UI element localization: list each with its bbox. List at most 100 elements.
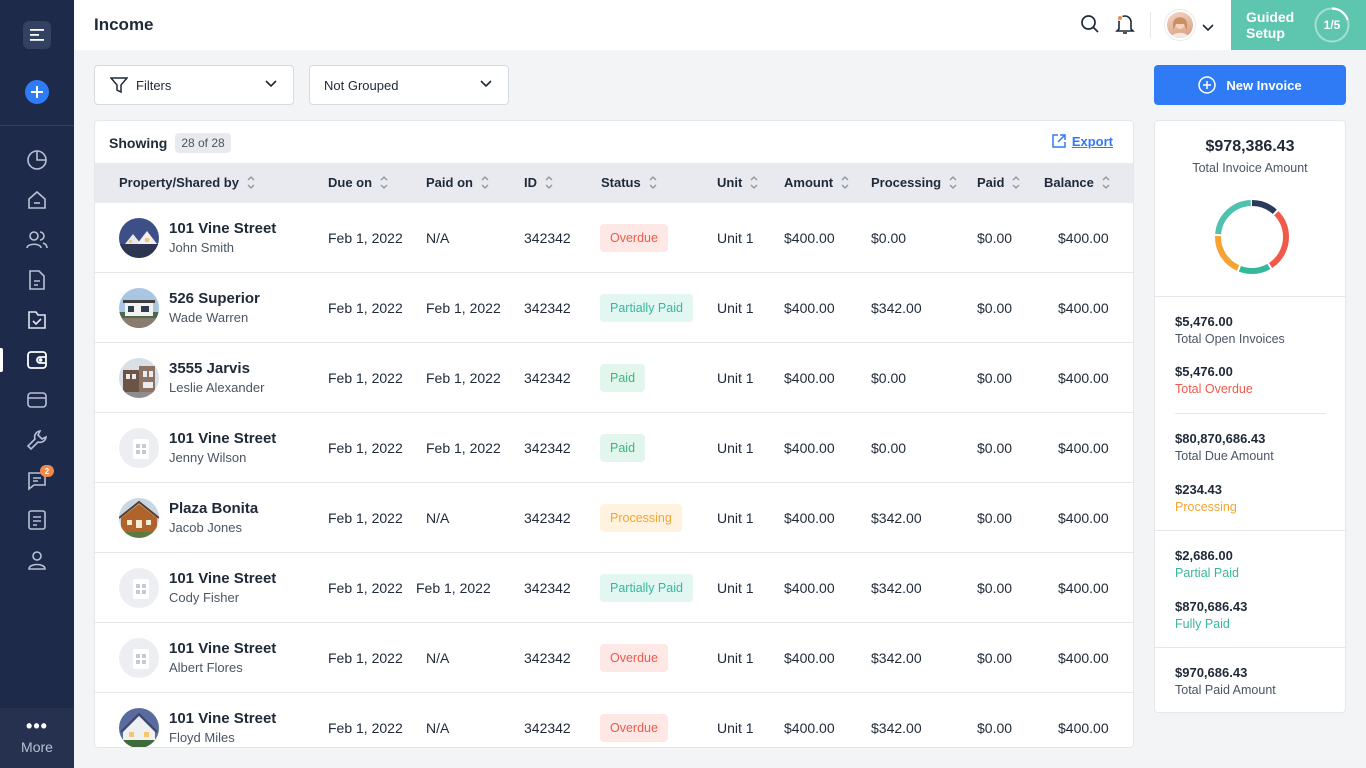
table-row[interactable]: 526 Superior Wade Warren Feb 1, 2022 Feb… (95, 273, 1133, 343)
sidebar-item-leases[interactable] (0, 300, 74, 340)
status-badge: Overdue (600, 224, 668, 252)
property-placeholder (119, 428, 159, 468)
table-row[interactable]: 101 Vine Street Cody Fisher Feb 1, 2022 … (95, 553, 1133, 623)
document-icon (29, 270, 45, 290)
unit: Unit 1 (717, 580, 754, 596)
sort-icon (841, 176, 849, 189)
column-label: Property/Shared by (119, 175, 239, 190)
table-row[interactable]: Plaza Bonita Jacob Jones Feb 1, 2022 N/A… (95, 483, 1133, 553)
column-header-due-on[interactable]: Due on (328, 175, 388, 190)
topbar-separator (1150, 12, 1151, 38)
column-header-status[interactable]: Status (601, 175, 657, 190)
paid: $0.00 (977, 370, 1013, 386)
messages-badge: 2 (40, 465, 54, 477)
invoice-summary: $978,386.43 Total Invoice Amount $5,476.… (1154, 120, 1346, 713)
balance: $400.00 (1058, 720, 1109, 736)
due-date: Feb 1, 2022 (328, 720, 403, 736)
sidebar-item-payments[interactable] (0, 380, 74, 420)
column-label: Unit (717, 175, 743, 190)
due-date: Feb 1, 2022 (328, 580, 403, 596)
search-button[interactable] (1080, 14, 1100, 39)
filter-icon (110, 77, 128, 94)
account-menu-button[interactable] (1202, 19, 1214, 37)
sort-icon (380, 176, 388, 189)
property-name: Plaza Bonita (169, 500, 259, 517)
due-date: Feb 1, 2022 (328, 510, 403, 526)
table-row[interactable]: 3555 Jarvis Leslie Alexander Feb 1, 2022… (95, 343, 1133, 413)
sort-icon (649, 176, 657, 189)
shared-by: Jenny Wilson (169, 450, 247, 465)
filters-label: Filters (136, 77, 172, 93)
showing-count: Showing 28 of 28 (109, 133, 231, 153)
sidebar-item-properties[interactable] (0, 180, 74, 220)
property-name: 101 Vine Street (169, 640, 277, 657)
paid: $0.00 (977, 510, 1013, 526)
sort-icon (750, 176, 758, 189)
topbar: Income Guided Setup 1/5 (74, 0, 1366, 50)
due-date: Feb 1, 2022 (328, 300, 403, 316)
status-badge: Overdue (600, 644, 668, 672)
column-header-balance[interactable]: Balance (1044, 175, 1110, 190)
amount: $400.00 (784, 650, 835, 666)
amount: $400.00 (784, 370, 835, 386)
table-row[interactable]: 101 Vine Street Jenny Wilson Feb 1, 2022… (95, 413, 1133, 483)
wallet-icon (27, 351, 47, 369)
summary-divider (1155, 647, 1345, 648)
new-invoice-button[interactable]: New Invoice (1154, 65, 1346, 105)
unit: Unit 1 (717, 370, 754, 386)
paid-date: Feb 1, 2022 (426, 370, 501, 386)
property-name: 101 Vine Street (169, 430, 277, 447)
sidebar-item-documents[interactable] (0, 260, 74, 300)
balance: $400.00 (1058, 370, 1109, 386)
column-header-id[interactable]: ID (524, 175, 553, 190)
paid: $0.00 (977, 650, 1013, 666)
total-paid-amount: $970,686.43 (1175, 665, 1248, 680)
invoice-id: 342342 (524, 650, 571, 666)
sort-icon (481, 176, 489, 189)
column-header-processing[interactable]: Processing (871, 175, 957, 190)
sidebar-item-dashboard[interactable] (0, 140, 74, 180)
home-icon (28, 190, 46, 209)
count-badge: 28 of 28 (175, 133, 231, 153)
grouping-dropdown[interactable]: Not Grouped (309, 65, 509, 105)
add-button[interactable] (25, 80, 49, 104)
column-header-unit[interactable]: Unit (717, 175, 758, 190)
more-button[interactable]: ••• More (0, 708, 74, 768)
property-name: 101 Vine Street (169, 570, 277, 587)
due-date: Feb 1, 2022 (328, 370, 403, 386)
sidebar-item-maintenance[interactable] (0, 420, 74, 460)
paid-date: Feb 1, 2022 (426, 440, 501, 456)
table-row[interactable]: 101 Vine Street Albert Flores Feb 1, 202… (95, 623, 1133, 693)
sidebar-item-notes[interactable] (0, 500, 74, 540)
table-row[interactable]: 101 Vine Street John Smith Feb 1, 2022 N… (95, 203, 1133, 273)
property-name: 101 Vine Street (169, 220, 277, 237)
sidebar-item-income[interactable] (0, 340, 74, 380)
column-header-property[interactable]: Property/Shared by (119, 175, 255, 190)
filters-dropdown[interactable]: Filters (94, 65, 294, 105)
property-photo (119, 498, 159, 538)
property-photo (119, 218, 159, 258)
invoice-id: 342342 (524, 230, 571, 246)
balance: $400.00 (1058, 440, 1109, 456)
column-header-paid[interactable]: Paid (977, 175, 1020, 190)
table-header: Property/Shared by Due on Paid on ID Sta… (95, 163, 1133, 203)
notifications-button[interactable] (1115, 13, 1135, 40)
menu-toggle-button[interactable] (23, 21, 51, 49)
column-header-amount[interactable]: Amount (784, 175, 849, 190)
shared-by: Cody Fisher (169, 590, 240, 605)
column-header-paid-on[interactable]: Paid on (426, 175, 489, 190)
sidebar-item-people[interactable] (0, 220, 74, 260)
sidebar-item-account[interactable] (0, 540, 74, 580)
sidebar: 2 ••• More (0, 0, 74, 768)
avatar[interactable] (1165, 10, 1195, 40)
partial-paid-label: Partial Paid (1175, 566, 1239, 580)
guided-setup-button[interactable]: Guided Setup 1/5 (1231, 0, 1366, 50)
showing-label: Showing (109, 135, 168, 151)
building-icon (133, 579, 149, 599)
shared-by: Leslie Alexander (169, 380, 265, 395)
processing: $342.00 (871, 510, 922, 526)
table-row[interactable]: 101 Vine Street Floyd Miles Feb 1, 2022 … (95, 693, 1133, 747)
export-link[interactable]: Export (1051, 133, 1113, 149)
sidebar-item-messages[interactable]: 2 (0, 460, 74, 500)
unit: Unit 1 (717, 300, 754, 316)
